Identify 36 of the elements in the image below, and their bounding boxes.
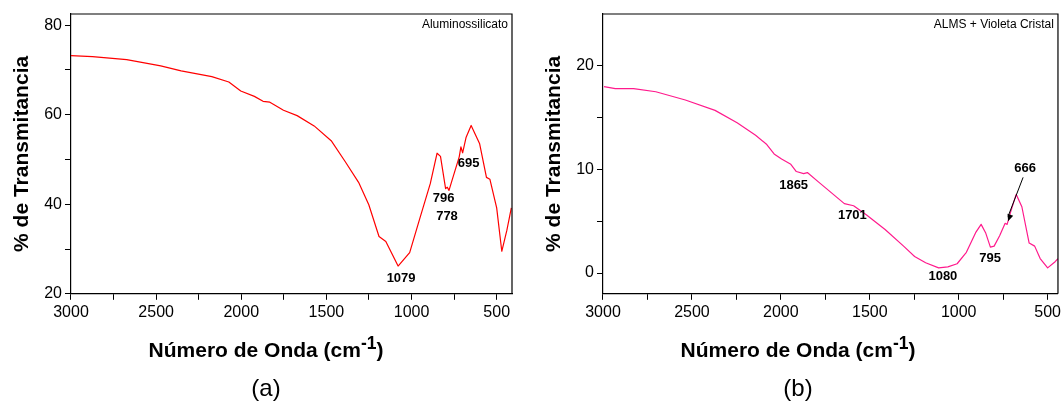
x-tick-label: 2500 [674,302,710,320]
x-tick-label: 1000 [393,302,430,320]
text: (a) [250,374,282,402]
annotation: ALMS + Violeta Cristal [933,17,1054,32]
annotation: 695 [457,155,480,171]
x-tick-label: 1500 [851,302,888,320]
annotation: 1701 [837,207,867,223]
x-axis-title: Número de Onda (cm$^{-1}$) [679,333,917,362]
x-tick-label: 3000 [53,302,89,320]
annotation: 795 [979,249,1001,265]
y-tick-label: 20 [576,56,595,74]
x-tick-label: 2000 [763,302,799,320]
annotation: Aluminossilicato [421,17,509,32]
x-tick-label: 1500 [308,302,345,320]
y-tick-label: 80 [44,15,63,33]
annotation: 1865 [779,177,809,193]
x-axis-title: Número de Onda (cm$^{-1}$) [147,333,385,362]
x-tick-label: 2000 [223,302,260,320]
x-tick-label: 500 [483,302,511,320]
y-tick-label: 40 [44,194,63,212]
y-axis-title: % de Transmitancia [9,55,33,252]
annotation: 778 [436,207,458,223]
annotation: 666 [1014,159,1036,175]
annotation: 796 [432,190,455,206]
y-tick-label: 10 [576,159,595,177]
x-tick-label: 500 [1034,302,1062,320]
text: (b) [782,374,814,402]
y-tick-label: 60 [44,105,63,123]
annotation: 1080 [928,268,958,284]
x-tick-label: 2500 [138,302,175,320]
y-tick-label: 20 [44,284,63,302]
x-tick-label: 1000 [940,302,977,320]
annotation: 1079 [386,269,416,285]
x-tick-label: 3000 [585,302,621,320]
y-axis-title: % de Transmitancia [541,55,565,252]
y-tick-label: 0 [585,263,595,281]
